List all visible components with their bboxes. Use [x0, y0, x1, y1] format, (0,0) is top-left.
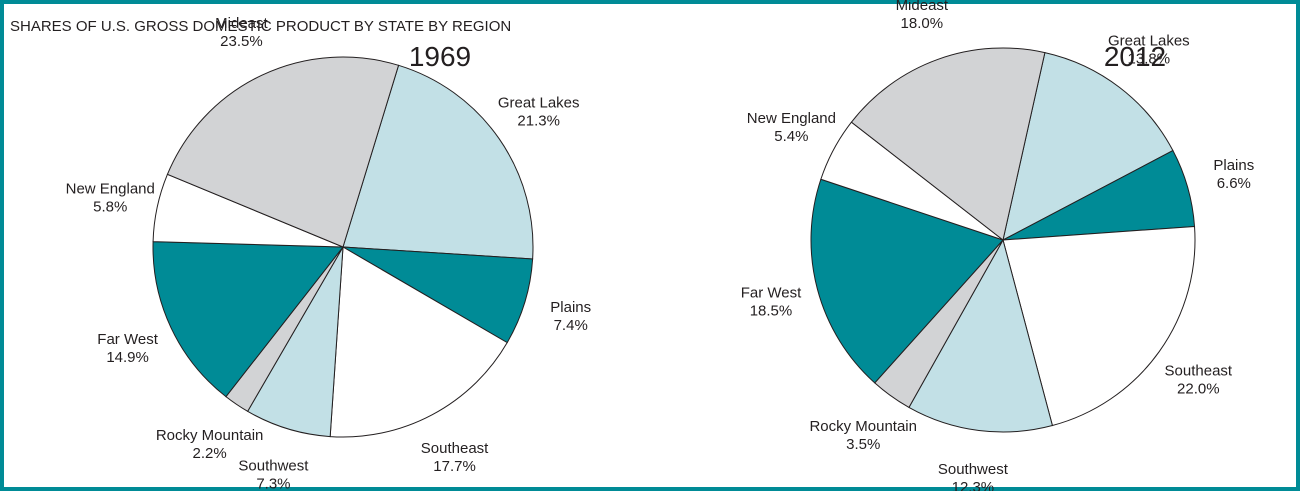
slice-value: 3.5% [846, 436, 880, 453]
slice-label: Far West 14.9% [97, 331, 158, 366]
slice-value: 5.4% [774, 128, 808, 145]
pie-slice [342, 64, 534, 260]
slice-label: Mideast 23.5% [215, 15, 268, 50]
slice-name: Mideast [896, 0, 949, 14]
slice-value: 22.0% [1177, 380, 1220, 397]
slice-value: 23.5% [220, 33, 263, 50]
pie-slice [166, 56, 400, 248]
slice-label: Southeast 22.0% [1165, 362, 1233, 397]
slice-name: New England [747, 110, 836, 127]
slice-label: Rocky Mountain 3.5% [809, 418, 917, 453]
slice-name: Plains [1213, 157, 1254, 174]
slice-label: Southwest 7.3% [238, 458, 309, 491]
slice-value: 13.8% [1128, 50, 1171, 67]
slice-value: 5.8% [93, 198, 127, 215]
slice-value: 6.6% [1217, 175, 1251, 192]
slice-name: Plains [550, 299, 591, 316]
slice-name: Southwest [238, 458, 309, 475]
slice-name: Southeast [1165, 362, 1233, 379]
slice-label: New England 5.8% [66, 180, 155, 215]
slice-label: Plains 6.6% [1213, 157, 1254, 192]
pie-slice [908, 238, 1054, 433]
slice-name: Rocky Mountain [156, 427, 264, 444]
slice-name: Mideast [215, 15, 268, 32]
slice-value: 7.4% [554, 317, 588, 334]
slice-value: 17.7% [433, 458, 476, 475]
chart-title: 2012 [1104, 41, 1166, 72]
slice-name: New England [66, 180, 155, 197]
slice-value: 7.3% [256, 476, 290, 491]
slice-name: Great Lakes [1108, 32, 1190, 49]
page-title: SHARES OF U.S. GROSS DOMESTIC PRODUCT BY… [10, 18, 511, 35]
slice-name: Southeast [421, 440, 489, 457]
pie-slice [810, 178, 1004, 384]
slice-name: Far West [97, 331, 158, 348]
chart-title: 1969 [409, 41, 471, 72]
slice-name: Far West [741, 284, 802, 301]
slice-label: Mideast 18.0% [896, 0, 949, 32]
slice-label: Far West 18.5% [741, 284, 802, 319]
slice-label: Rocky Mountain 2.2% [156, 427, 264, 462]
pie-slice [152, 241, 345, 398]
slice-name: Great Lakes [498, 95, 580, 112]
slice-label: Plains 7.4% [550, 299, 591, 334]
slice-value: 12.3% [952, 479, 995, 491]
slice-label: Great Lakes 13.8% [1108, 32, 1190, 67]
slice-name: Southwest [938, 461, 1009, 478]
pie-slice [850, 47, 1046, 241]
pie-slice [1002, 52, 1174, 241]
slice-label: Great Lakes 21.3% [498, 95, 580, 130]
slice-value: 18.5% [750, 302, 793, 319]
slice-name: Rocky Mountain [809, 418, 917, 435]
slice-label: New England 5.4% [747, 110, 836, 145]
slice-value: 2.2% [193, 445, 227, 462]
slice-value: 18.0% [901, 15, 944, 32]
pie-slice [329, 246, 508, 438]
pie-slice [1002, 225, 1196, 427]
slice-label: Southeast 17.7% [421, 440, 489, 475]
slice-value: 21.3% [517, 113, 560, 130]
slice-label: Southwest 12.3% [938, 461, 1009, 491]
slice-value: 14.9% [106, 349, 149, 366]
